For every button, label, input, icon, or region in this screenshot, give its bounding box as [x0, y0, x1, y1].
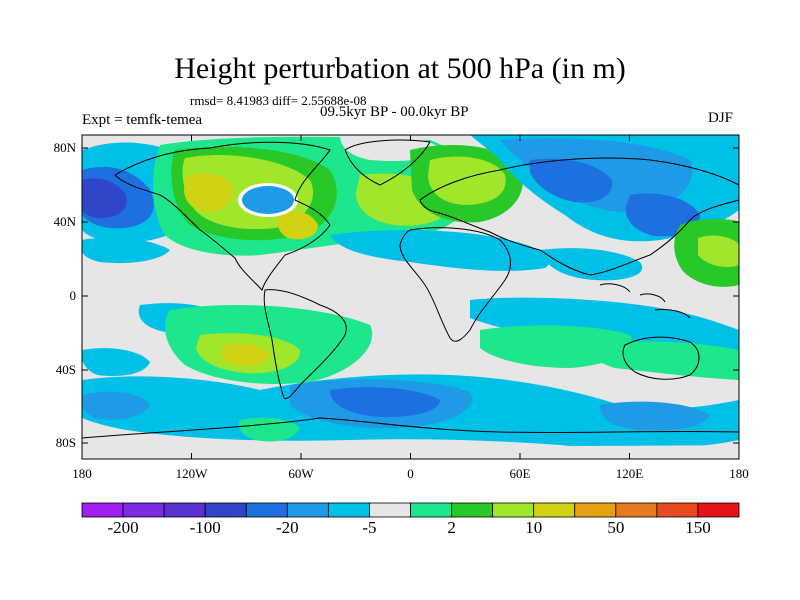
europe-positive-core [428, 156, 506, 205]
stats-line: rmsd= 8.41983 diff= 2.55688e-08 [190, 93, 367, 108]
south-atlantic-strong [330, 387, 440, 418]
lon-label-180w: 180 [72, 466, 92, 481]
africa-outline [399, 227, 511, 342]
south-america-outline [263, 289, 347, 399]
colorbar-swatch [369, 502, 411, 518]
colorbar-labels: -200 -100 -20 -5 2 10 50 150 [107, 518, 710, 537]
antarctic-positive [238, 417, 300, 442]
lat-label-80s: 80S [56, 435, 76, 450]
lon-label-60w: 60W [288, 466, 314, 481]
lon-label-120e: 120E [616, 466, 644, 481]
south-pacific-max [221, 344, 270, 366]
siberia-core [530, 158, 613, 203]
south-asia-negative [540, 248, 643, 281]
colorbar-swatch [615, 502, 658, 518]
colorbar-label: 10 [525, 518, 542, 537]
colorbar-label: 150 [685, 518, 711, 537]
east-pacific-negative [82, 237, 170, 264]
colorbar-swatch [204, 502, 247, 518]
lon-label-60e: 60E [510, 466, 531, 481]
season-label: DJF [708, 110, 734, 126]
southwest-ocean-core [82, 391, 150, 420]
subtropical-negative [330, 230, 550, 271]
antarctic-neutral [82, 440, 739, 459]
axis-ticks [81, 135, 740, 459]
colorbar [81, 502, 740, 518]
colorbar-swatch [533, 502, 576, 518]
colorbar-swatch [81, 502, 124, 518]
colorbar-swatch [492, 502, 535, 518]
colorbar-swatch [122, 502, 165, 518]
eastern-us-max [277, 211, 318, 240]
colorbar-swatch [245, 502, 288, 518]
coastlines [82, 139, 739, 439]
north-america-outline [114, 141, 331, 292]
lon-label-180e: 180 [729, 466, 749, 481]
australia-south-positive [588, 341, 739, 380]
southwest-pacific-negative [82, 348, 150, 377]
colorbar-swatch [410, 502, 452, 518]
lat-label-80n: 80N [54, 140, 77, 155]
lon-label-0: 0 [407, 466, 414, 481]
north-pacific-strong [82, 178, 127, 218]
australia-outline [622, 336, 700, 380]
map-title: Height perturbation at 500 hPa (in m) [174, 52, 626, 85]
colorbar-label: -5 [362, 518, 376, 537]
colorbar-swatch [656, 502, 699, 518]
colorbar-swatch [451, 502, 494, 518]
indian-ocean-negative [470, 297, 739, 350]
lon-label-120w: 120W [176, 466, 209, 481]
colorbar-label: -100 [190, 518, 221, 537]
period-label: 09.5kyr BP - 00.0kyr BP [320, 104, 469, 120]
colorbar-label: 2 [447, 518, 456, 537]
southeast-ocean-core [600, 401, 710, 431]
greenland-outline [344, 139, 431, 186]
antarctica-outline [82, 417, 739, 439]
colorbar-swatch [286, 502, 329, 518]
lat-label-0: 0 [70, 288, 77, 303]
colorbar-swatch [697, 502, 740, 518]
eurasia-outline [419, 157, 739, 276]
lat-label-40s: 40S [56, 362, 76, 377]
experiment-label: Expt = temfk-temea [82, 112, 203, 128]
colorbar-label: 50 [607, 518, 624, 537]
colorbar-swatch [163, 502, 206, 518]
colorbar-label: -200 [107, 518, 138, 537]
hudson-bay-negative [242, 186, 294, 214]
nw-pacific-core [698, 235, 739, 267]
colorbar-swatch [327, 502, 370, 518]
colorbar-swatch [574, 502, 617, 518]
maritime-continent-outline [599, 283, 691, 319]
canada-max [184, 173, 233, 212]
colorbar-label: -20 [276, 518, 299, 537]
lat-label-40n: 40N [54, 214, 77, 229]
